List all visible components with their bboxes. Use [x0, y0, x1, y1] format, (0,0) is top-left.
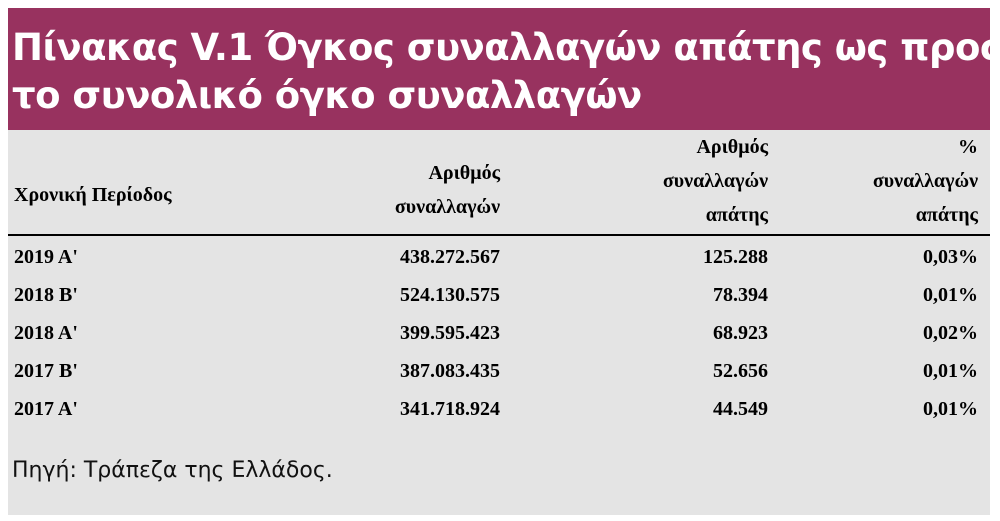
table-cell: 0,01% [923, 398, 978, 420]
column-header: απάτης [705, 204, 768, 226]
table-cell: 2017 Α' [14, 398, 78, 420]
header-rule [8, 234, 990, 236]
source-note: Πηγή: Τράπεζα της Ελλάδος. [12, 458, 333, 483]
table-cell: 78.394 [713, 284, 768, 306]
table-cell: 2018 Α' [14, 322, 78, 344]
table-cell: 0,01% [923, 360, 978, 382]
table-cell: 0,01% [923, 284, 978, 306]
table-cell: 0,02% [923, 322, 978, 344]
table-cell: 2019 Α' [14, 246, 78, 268]
table-cell: 438.272.567 [400, 246, 500, 268]
table-cell: 125.288 [703, 246, 768, 268]
column-header: Χρονική Περίοδος [14, 184, 172, 206]
column-header: Αριθμός [428, 162, 500, 184]
table-cell: 399.595.423 [400, 322, 500, 344]
table-cell: 2018 Β' [14, 284, 78, 306]
title-bar: Πίνακας V.1 Όγκος συναλλαγών απάτης ως π… [8, 8, 1000, 130]
column-header: % [958, 136, 978, 158]
table-panel: Πίνακας V.1 Όγκος συναλλαγών απάτης ως π… [8, 8, 1000, 515]
table-cell: 68.923 [713, 322, 768, 344]
table-cell: 0,03% [923, 246, 978, 268]
column-header: συναλλαγών [394, 196, 500, 218]
table-cell: 44.549 [713, 398, 768, 420]
column-header: συναλλαγών [872, 170, 978, 192]
title-line: το συνολικό όγκο συναλλαγών [12, 74, 642, 117]
table-cell: 52.656 [713, 360, 768, 382]
table-cell: 2017 Β' [14, 360, 78, 382]
table-cell: 341.718.924 [400, 398, 500, 420]
table-cell: 524.130.575 [400, 284, 500, 306]
title-line: Πίνακας V.1 Όγκος συναλλαγών απάτης ως π… [12, 26, 1000, 69]
column-header: απάτης [915, 204, 978, 226]
column-header: συναλλαγών [662, 170, 768, 192]
table-cell: 387.083.435 [400, 360, 500, 382]
column-header: Αριθμός [696, 136, 768, 158]
